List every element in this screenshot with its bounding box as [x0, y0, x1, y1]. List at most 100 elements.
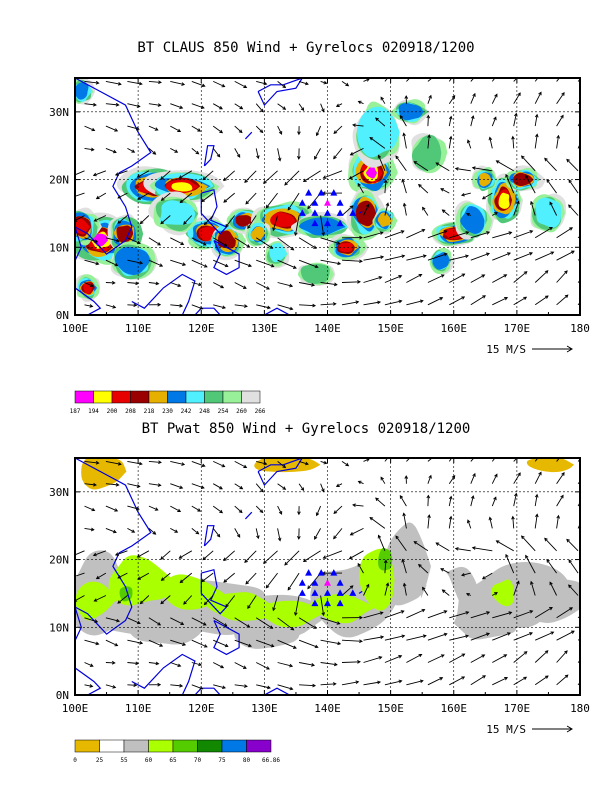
wind-arrow-head [244, 304, 248, 308]
wind-arrow-head [179, 105, 184, 109]
wind-arrow-head [380, 635, 385, 640]
gyre-marker [298, 579, 306, 586]
wind-arrow [333, 505, 343, 515]
wind-arrow [191, 304, 204, 310]
wind-arrow-shaft [341, 661, 361, 663]
wind-arrow [406, 228, 426, 239]
wind-arrow [513, 651, 528, 663]
wind-arrow-shaft [255, 125, 264, 133]
wind-arrow [234, 125, 243, 134]
wind-arrow-shaft [568, 584, 579, 596]
wind-arrow-shaft [461, 572, 471, 576]
wind-arrow-head [465, 231, 470, 235]
wind-arrow-head [503, 274, 508, 278]
wind-arrow [440, 568, 450, 574]
wind-arrow-shaft [384, 583, 389, 596]
wind-arrow [127, 259, 144, 265]
wind-arrow [92, 170, 107, 177]
wind-arrow-shaft [406, 680, 424, 686]
wind-arrow-head [435, 542, 440, 546]
wind-arrow-head [488, 516, 493, 521]
wind-arrow [170, 103, 184, 109]
x-tick-label: 110E [125, 702, 152, 715]
legend-swatch [221, 739, 247, 753]
wind-arrow [127, 281, 140, 286]
wind-arrow [448, 515, 453, 529]
wind-arrow-shaft [448, 136, 452, 149]
x-tick-label: 170E [504, 702, 531, 715]
top-panel-title: BT CLAUS 850 Wind + Gyrelocs 020918/1200 [137, 40, 475, 56]
wind-scale-arrowhead [566, 725, 573, 733]
wind-arrow [534, 493, 539, 507]
wind-arrow [449, 231, 470, 239]
wind-arrow-head [278, 130, 283, 135]
wind-arrow-head [582, 494, 585, 497]
wind-arrow [320, 302, 337, 306]
wind-arrow [534, 513, 539, 529]
wind-arrow-shaft [148, 103, 161, 106]
wind-arrow-head [201, 83, 206, 88]
wind-arrow-head [440, 274, 445, 278]
wind-arrow-shaft [525, 175, 536, 194]
wind-arrow-head [336, 621, 341, 625]
gyre-marker [305, 569, 313, 576]
legend-value: 66.86 [262, 757, 280, 764]
wind-arrow-shaft [427, 135, 430, 149]
wind-arrow-shaft [191, 259, 208, 268]
wind-arrow [357, 100, 364, 105]
wind-arrow-shaft [492, 297, 508, 306]
wind-arrow [315, 505, 322, 517]
wind-arrow-shaft [234, 617, 250, 628]
wind-arrow [84, 639, 100, 646]
wind-arrow-head [307, 205, 311, 210]
wind-arrow-shaft [427, 95, 432, 104]
wind-arrow [170, 237, 185, 245]
wind-arrow [556, 227, 574, 239]
wind-arrow-head [111, 660, 116, 665]
coastline-segment [239, 78, 253, 79]
wind-arrow-head [157, 483, 162, 487]
wind-arrow-head [520, 155, 525, 160]
wind-arrow [105, 527, 117, 534]
wind-arrow-head [517, 472, 521, 477]
wind-arrow-head [448, 515, 453, 520]
wind-arrow-shaft [247, 595, 257, 609]
field-contour [355, 200, 377, 227]
wind-arrow-shaft [298, 80, 309, 85]
wind-arrow [178, 550, 193, 559]
wind-arrow-shaft [314, 148, 321, 160]
wind-arrow-shaft [363, 276, 382, 283]
wind-arrow [105, 304, 117, 309]
wind-arrow [255, 617, 274, 629]
wind-arrow-shaft [179, 550, 193, 559]
y-tick-label: 30N [49, 486, 69, 499]
wind-arrow [299, 303, 317, 308]
wind-arrow-head [245, 200, 250, 205]
wind-arrow-head [154, 507, 159, 511]
wind-arrow-head [544, 675, 549, 679]
wind-arrow-head [131, 149, 136, 153]
wind-arrow-shaft [180, 192, 193, 203]
wind-arrow [448, 115, 453, 127]
wind-arrow [170, 148, 179, 153]
wind-arrow-head [451, 95, 456, 99]
wind-arrow [148, 259, 164, 267]
wind-arrow-shaft [427, 677, 443, 686]
wind-arrow-head [357, 182, 361, 187]
wind-arrow [401, 558, 407, 574]
wind-arrow [277, 237, 295, 251]
wind-arrow-head [523, 676, 528, 681]
wind-arrow [427, 134, 431, 149]
gyre-marker [336, 589, 344, 596]
wind-arrow [84, 527, 95, 532]
wind-arrow-shaft [341, 681, 359, 686]
wind-arrow-shaft [513, 92, 521, 104]
wind-arrow-head [568, 179, 572, 184]
wind-arrow-head [311, 283, 316, 287]
wind-arrow [449, 273, 466, 283]
wind-arrow-head [158, 80, 162, 85]
x-tick-label: 140E [314, 322, 341, 335]
wind-arrow-head [160, 176, 164, 180]
wind-arrow-head [290, 246, 295, 251]
wind-arrow-shaft [148, 460, 162, 463]
